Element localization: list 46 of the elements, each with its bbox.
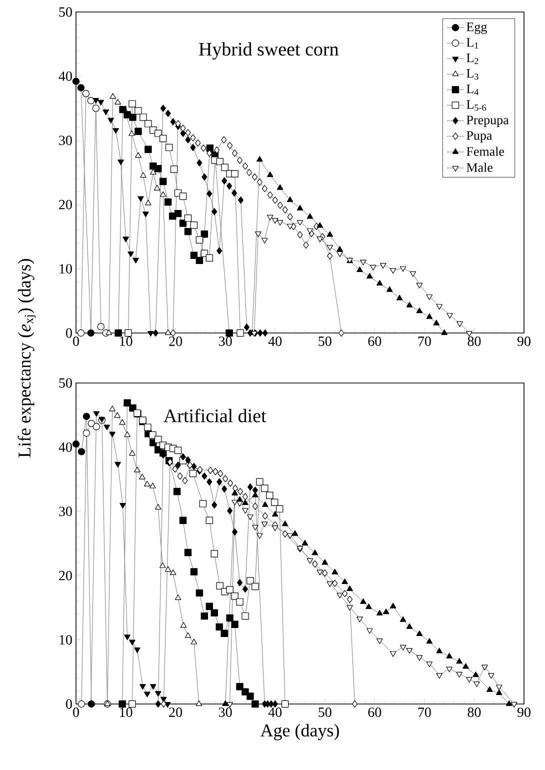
x-tick-label: 10 [120, 336, 132, 346]
x-axis-title: Age (days) [260, 724, 339, 740]
x-tick-label: 80 [468, 336, 481, 346]
x-tick-label: 0 [73, 336, 79, 346]
x-tick-label: 40 [268, 336, 282, 346]
x-tick-label: 70 [418, 336, 431, 346]
legend-label: Egg [466, 22, 487, 34]
x-tick-label: 50 [318, 708, 332, 717]
x-tick-label: 0 [73, 708, 79, 717]
y-tick-label: 20 [59, 570, 72, 580]
x-tick-label: 90 [517, 336, 530, 346]
y-tick-label: 40 [58, 442, 72, 452]
y-tick-label: 0 [66, 328, 72, 338]
x-tick-label: 80 [468, 708, 481, 717]
legend-label: Male [466, 162, 492, 172]
y-tick-label: 30 [59, 136, 72, 146]
y-tick-label: 40 [58, 71, 72, 81]
legend-label: L$_{5-6}$ [466, 100, 486, 111]
y-tick-label: 20 [59, 200, 72, 210]
x-tick-label: 30 [219, 336, 232, 346]
legend-label: L$_{1}$ [466, 38, 478, 49]
x-tick-label: 60 [368, 336, 382, 346]
legend-label: Female [466, 146, 504, 156]
x-tick-label: 40 [268, 708, 282, 717]
y-axis-title: Life expectancy (e$_{xj}$) (days) [18, 259, 36, 458]
legend-label: L$_{2}$ [466, 54, 478, 64]
x-tick-label: 30 [219, 708, 232, 717]
x-tick-label: 50 [318, 336, 332, 346]
x-tick-label: 20 [169, 336, 182, 346]
text: Artificial diet [164, 408, 266, 422]
x-tick-label: 70 [418, 708, 431, 717]
x-tick-label: 10 [120, 708, 132, 717]
y-tick-label: 30 [59, 506, 72, 516]
legend-label: Prepupa [466, 116, 509, 127]
y-tick-label: 10 [60, 264, 72, 274]
y-tick-label: 0 [66, 699, 72, 709]
legend-label: L$_{4}$ [466, 84, 479, 96]
x-tick-label: 60 [368, 708, 382, 717]
legend-label: L$_{3}$ [466, 69, 478, 80]
legend-label: Pupa [466, 131, 492, 142]
x-tick-label: 90 [517, 708, 530, 717]
text: Hybrid sweet corn [199, 42, 338, 60]
y-tick-label: 50 [59, 378, 72, 388]
y-tick-label: 10 [60, 635, 72, 645]
x-tick-label: 20 [169, 708, 182, 717]
y-tick-label: 50 [59, 7, 72, 17]
